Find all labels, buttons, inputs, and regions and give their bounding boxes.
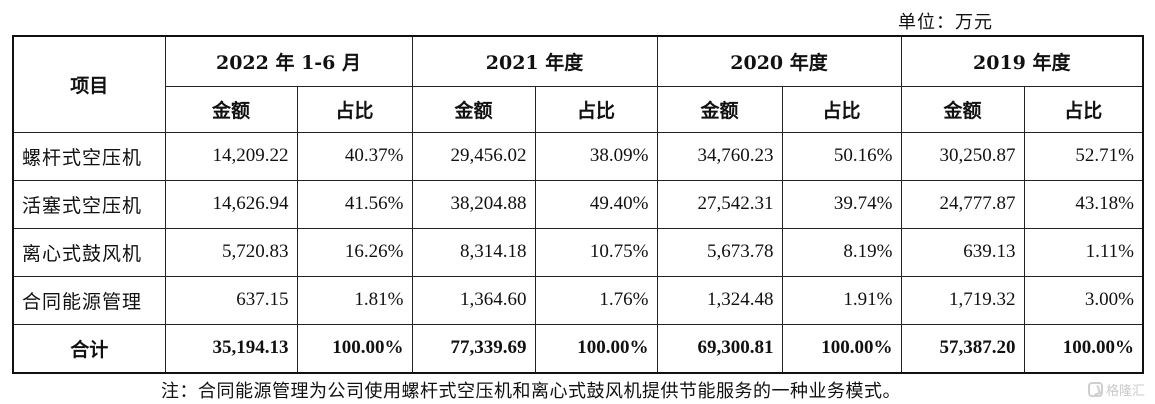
ratio-cell: 100.00% [781, 323, 902, 374]
amount-cell: 30,250.87 [900, 131, 1025, 181]
amount-cell: 5,673.78 [656, 227, 783, 277]
row-label: 活塞式空压机 [12, 179, 166, 229]
ratio-cell: 8.19% [781, 227, 902, 277]
ratio-cell: 1.91% [781, 275, 902, 325]
ratio-cell: 39.74% [781, 179, 902, 229]
ratio-cell: 10.75% [534, 227, 658, 277]
period-header: 2021 年度 [411, 35, 658, 87]
financial-table: 项目 2022 年 1-6 月 2021 年度 2020 年度 2019 年度 … [12, 35, 1144, 374]
ratio-header: 占比 [1023, 85, 1144, 133]
period-header: 2020 年度 [656, 35, 902, 87]
ratio-cell: 16.26% [296, 227, 413, 277]
period-header: 2019 年度 [900, 35, 1144, 87]
ratio-cell: 41.56% [296, 179, 413, 229]
amount-cell: 77,339.69 [411, 323, 536, 374]
total-row: 合计 35,194.13 100.00% 77,339.69 100.00% 6… [12, 323, 1144, 374]
total-label: 合计 [12, 323, 166, 374]
ratio-cell: 1.76% [534, 275, 658, 325]
ratio-cell: 100.00% [1023, 323, 1144, 374]
amount-header: 金额 [411, 85, 536, 133]
ratio-cell: 52.71% [1023, 131, 1144, 181]
amount-cell: 27,542.31 [656, 179, 783, 229]
ratio-cell: 50.16% [781, 131, 902, 181]
ratio-cell: 100.00% [534, 323, 658, 374]
amount-cell: 38,204.88 [411, 179, 536, 229]
amount-cell: 24,777.87 [900, 179, 1025, 229]
row-label: 螺杆式空压机 [12, 131, 166, 181]
table-row: 合同能源管理 637.15 1.81% 1,364.60 1.76% 1,324… [12, 275, 1144, 325]
ratio-header: 占比 [296, 85, 413, 133]
amount-cell: 8,314.18 [411, 227, 536, 277]
item-header: 项目 [12, 35, 166, 133]
period-header: 2022 年 1-6 月 [164, 35, 413, 87]
ratio-cell: 40.37% [296, 131, 413, 181]
amount-cell: 14,209.22 [164, 131, 298, 181]
table-footnote: 注：合同能源管理为公司使用螺杆式空压机和离心式鼓风机提供节能服务的一种业务模式。 [161, 381, 901, 402]
table-row: 螺杆式空压机 14,209.22 40.37% 29,456.02 38.09%… [12, 131, 1144, 181]
ratio-header: 占比 [534, 85, 658, 133]
header-row-subheaders: 金额 占比 金额 占比 金额 占比 金额 占比 [13, 85, 1144, 133]
ratio-cell: 1.81% [296, 275, 413, 325]
row-label: 合同能源管理 [12, 275, 166, 325]
amount-header: 金额 [164, 85, 298, 133]
ratio-cell: 1.11% [1023, 227, 1144, 277]
amount-cell: 1,324.48 [656, 275, 783, 325]
table-row: 离心式鼓风机 5,720.83 16.26% 8,314.18 10.75% 5… [12, 227, 1144, 277]
ratio-cell: 43.18% [1023, 179, 1144, 229]
amount-cell: 1,364.60 [411, 275, 536, 325]
amount-cell: 34,760.23 [656, 131, 783, 181]
amount-header: 金额 [656, 85, 783, 133]
ratio-cell: 100.00% [296, 323, 413, 374]
ratio-cell: 3.00% [1023, 275, 1144, 325]
table-row: 活塞式空压机 14,626.94 41.56% 38,204.88 49.40%… [12, 179, 1144, 229]
header-row-periods: 项目 2022 年 1-6 月 2021 年度 2020 年度 2019 年度 [12, 35, 1144, 133]
amount-cell: 5,720.83 [164, 227, 298, 277]
amount-cell: 637.15 [164, 275, 298, 325]
amount-cell: 14,626.94 [164, 179, 298, 229]
unit-label: 单位：万元 [898, 12, 993, 33]
amount-header: 金额 [900, 85, 1025, 133]
gelonghui-logo-icon [1087, 382, 1103, 397]
amount-cell: 57,387.20 [900, 323, 1025, 374]
amount-cell: 29,456.02 [411, 131, 536, 181]
amount-cell: 1,719.32 [900, 275, 1025, 325]
amount-cell: 35,194.13 [164, 323, 298, 374]
ratio-cell: 49.40% [534, 179, 658, 229]
ratio-header: 占比 [781, 85, 902, 133]
ratio-cell: 38.09% [534, 131, 658, 181]
amount-cell: 69,300.81 [656, 323, 783, 374]
row-label: 离心式鼓风机 [12, 227, 166, 277]
watermark: 格隆汇 [1087, 380, 1145, 399]
amount-cell: 639.13 [900, 227, 1025, 277]
watermark-text: 格隆汇 [1105, 384, 1145, 399]
